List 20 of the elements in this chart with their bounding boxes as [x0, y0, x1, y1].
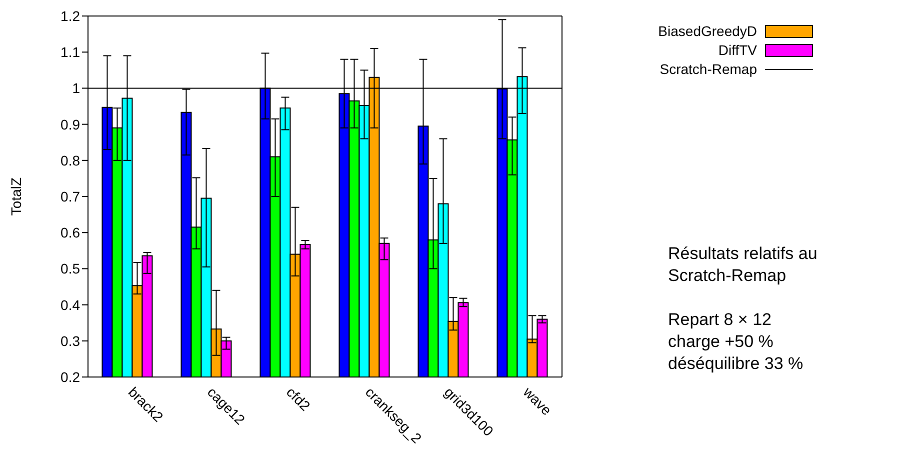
y-tick-label: 0.8	[60, 152, 80, 168]
y-tick-label: 0.7	[60, 188, 80, 204]
legend-label: DiffTV	[718, 41, 757, 60]
y-tick-label: 1.2	[60, 8, 80, 24]
legend-label: BiasedGreedyD	[658, 22, 757, 41]
y-tick-label: 0.9	[60, 116, 80, 132]
y-tick-label: 0.3	[60, 332, 80, 349]
y-tick-label: 0.2	[60, 368, 80, 385]
y-tick-label: 1	[72, 80, 80, 96]
y-tick-label: 0.4	[60, 296, 80, 313]
y-tick-label: 0.6	[60, 224, 80, 241]
legend-label: Scratch-Remap	[660, 60, 757, 79]
x-tick-label: cfd2	[283, 384, 314, 414]
y-tick-label: 1.1	[60, 44, 80, 60]
text: charge +50 %	[668, 331, 774, 353]
y-axis-title: TotalZ	[8, 176, 24, 216]
y-tick-label: 0.5	[60, 260, 80, 277]
text: Repart 8 × 12	[668, 309, 772, 331]
text: Résultats relatifs au Scratch-Remap	[668, 243, 818, 287]
text: déséquilibre 33 %	[668, 353, 804, 375]
